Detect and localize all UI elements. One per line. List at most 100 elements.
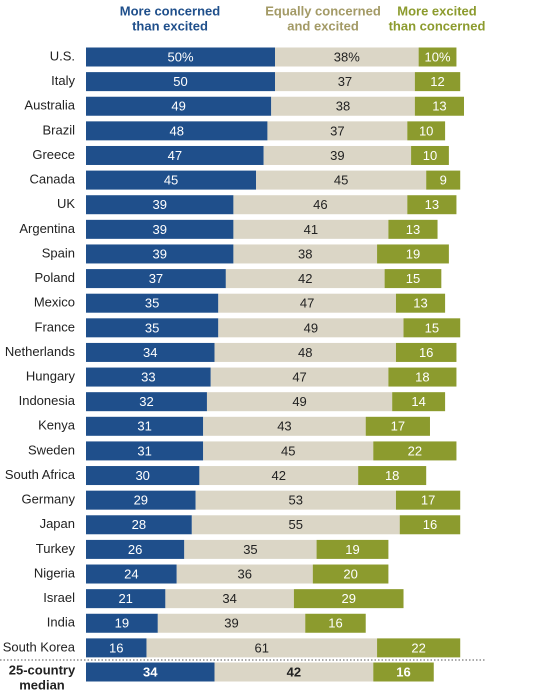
bar-segment	[392, 392, 446, 412]
data-label: 28	[132, 517, 146, 532]
category-label: Netherlands	[5, 344, 76, 359]
bar-segment	[365, 416, 430, 436]
category-label: South Korea	[3, 639, 76, 654]
bar-segment	[214, 342, 396, 362]
data-label: 13	[406, 222, 420, 237]
bar-segment	[210, 367, 389, 387]
bar-segment	[373, 441, 457, 461]
bar-segment	[86, 638, 147, 658]
data-label: 45	[334, 173, 348, 188]
bar-segment	[426, 170, 461, 190]
category-label: Japan	[40, 516, 75, 531]
legend-entry: Equally concerned and excited	[265, 4, 381, 34]
data-label: 13	[432, 99, 446, 114]
bar-segment	[388, 367, 457, 387]
bar-segment	[399, 515, 461, 535]
data-label: 42	[287, 664, 301, 679]
data-label: 48	[169, 123, 183, 138]
data-label: 45	[281, 443, 295, 458]
data-label: 34	[143, 345, 157, 360]
bar-segment	[86, 72, 275, 92]
category-label: UK	[57, 196, 75, 211]
data-label: 45	[164, 173, 178, 188]
data-label: 47	[300, 296, 314, 311]
bar-segment	[418, 47, 457, 67]
bar-segment	[86, 367, 211, 387]
bar-segment	[275, 72, 415, 92]
bar-segment	[86, 195, 234, 215]
data-label: 22	[411, 640, 425, 655]
bar-segment	[86, 293, 219, 313]
bar-segment	[256, 170, 427, 190]
bar-segment	[86, 170, 257, 190]
bar-segment	[195, 490, 396, 510]
data-label: 42	[272, 468, 286, 483]
data-label: 22	[408, 443, 422, 458]
data-label: 9	[440, 173, 447, 188]
data-label: 16	[109, 640, 123, 655]
bar-segment	[373, 662, 434, 682]
data-label: 55	[289, 517, 303, 532]
bar-segment	[146, 638, 378, 658]
data-label: 35	[145, 320, 159, 335]
bar-segment	[214, 662, 374, 682]
category-label: Spain	[42, 245, 75, 260]
bar-segment	[86, 47, 275, 67]
category-label: Turkey	[36, 541, 76, 556]
category-label: Hungary	[26, 368, 76, 383]
data-label: 43	[277, 419, 291, 434]
data-label: 19	[115, 616, 129, 631]
data-label: 26	[128, 542, 142, 557]
bar-segment	[267, 121, 408, 141]
data-label: 13	[425, 197, 439, 212]
data-label: 50	[173, 74, 187, 89]
data-label: 13	[413, 296, 427, 311]
data-label: 30	[135, 468, 149, 483]
data-label: 29	[134, 493, 148, 508]
bar-segment	[86, 244, 234, 264]
data-label: 36	[238, 566, 252, 581]
bar-segment	[233, 244, 378, 264]
bar-segment	[316, 539, 389, 559]
data-label: 42	[298, 271, 312, 286]
data-label: 21	[118, 591, 132, 606]
data-label: 37	[149, 271, 163, 286]
bar-segment	[86, 121, 268, 141]
bar-segment	[184, 539, 317, 559]
category-label: Sweden	[28, 442, 75, 457]
data-label: 12	[430, 74, 444, 89]
bar-segment	[86, 318, 219, 338]
data-label: 10	[423, 148, 437, 163]
data-label: 14	[411, 394, 425, 409]
data-label: 37	[338, 74, 352, 89]
bar-segment	[203, 416, 366, 436]
data-label: 39	[152, 197, 166, 212]
category-label: U.S.	[50, 48, 75, 63]
data-label: 37	[330, 123, 344, 138]
category-label: Mexico	[34, 295, 75, 310]
data-label: 17	[391, 419, 405, 434]
bar-segment	[165, 589, 294, 609]
category-label: Greece	[32, 147, 75, 162]
category-label: South Africa	[5, 467, 76, 482]
bar-segment	[388, 219, 438, 239]
bar-segment	[86, 145, 264, 165]
bar-segment	[86, 342, 215, 362]
category-label: India	[47, 615, 76, 630]
bar-segment	[86, 219, 234, 239]
bar-segment	[86, 589, 166, 609]
data-label: 18	[415, 369, 429, 384]
data-label: 17	[421, 493, 435, 508]
data-label: 46	[313, 197, 327, 212]
category-label: Australia	[24, 98, 75, 113]
bar-segment	[395, 293, 446, 313]
bar-segment	[407, 195, 457, 215]
data-label: 31	[137, 419, 151, 434]
bar-segment	[86, 613, 158, 633]
bar-segment	[86, 269, 226, 289]
data-label: 18	[385, 468, 399, 483]
category-label: 25-country median	[9, 663, 76, 693]
data-label: 35	[243, 542, 257, 557]
category-label: Argentina	[19, 221, 75, 236]
